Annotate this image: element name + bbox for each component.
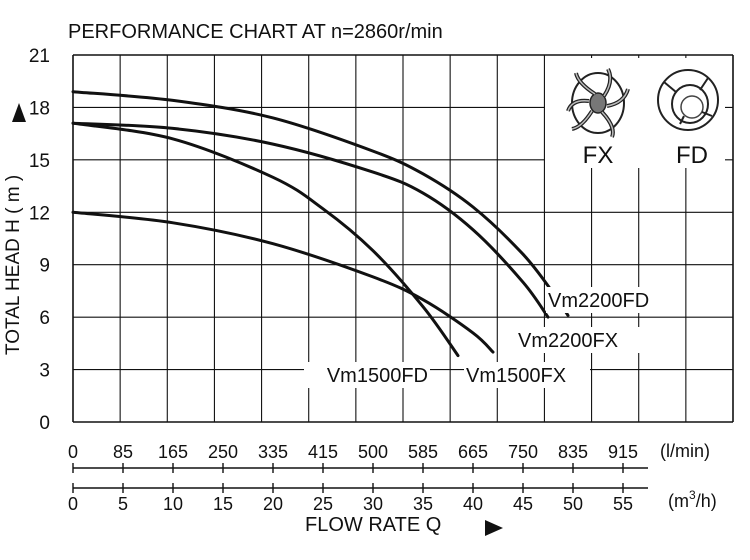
y-tick-label: 15 xyxy=(29,151,50,172)
x-tick-label-lmin: 85 xyxy=(113,442,133,462)
x-tick-label-lmin: 750 xyxy=(508,442,538,462)
x-tick-label-m3h: 10 xyxy=(163,494,183,514)
x-tick-label-m3h: 0 xyxy=(68,494,78,514)
impeller-legend-box: FX FD xyxy=(545,58,725,169)
x-tick-label-m3h: 15 xyxy=(213,494,233,514)
x-tick-label-m3h: 50 xyxy=(563,494,583,514)
y-axis-label: TOTAL HEAD H ( m ) xyxy=(3,175,24,355)
x-tick-label-lmin: 0 xyxy=(68,442,78,462)
curve-label-vm1500fd: Vm1500FD xyxy=(327,365,428,387)
curve-labels: Vm2200FD Vm2200FX Vm1500FD Vm1500FX xyxy=(304,287,672,388)
x-tick-label-lmin: 915 xyxy=(608,442,638,462)
y-tick-label: 18 xyxy=(29,98,50,119)
curve-vm2200fx xyxy=(71,121,550,319)
fd-label: FD xyxy=(676,142,708,169)
chart-title: PERFORMANCE CHART AT n=2860r/min xyxy=(68,21,443,43)
y-axis-arrow-icon xyxy=(12,103,26,122)
x-tick-label-m3h: 25 xyxy=(313,494,333,514)
x-axis-label: FLOW RATE Q xyxy=(305,514,441,536)
x-tick-label-lmin: 250 xyxy=(208,442,238,462)
fx-label: FX xyxy=(583,142,614,169)
x-tick-label-m3h: 40 xyxy=(463,494,483,514)
y-tick-label: 0 xyxy=(39,413,50,434)
y-axis-title: TOTAL HEAD H ( m ) xyxy=(3,103,26,355)
x-tick-label-m3h: 30 xyxy=(363,494,383,514)
curve-label-bg xyxy=(516,327,642,353)
x-tick-label-lmin: 500 xyxy=(358,442,388,462)
x-unit-m3h: (m3/h) xyxy=(668,488,717,511)
curve-label-vm2200fx: Vm2200FX xyxy=(518,330,618,352)
x-tick-label-lmin: 585 xyxy=(408,442,438,462)
y-tick-label: 12 xyxy=(29,203,50,224)
curve-label-bg xyxy=(464,362,590,388)
x-tick-label-m3h: 20 xyxy=(263,494,283,514)
x-tick-label-m3h: 35 xyxy=(413,494,433,514)
curve-vm1500fx xyxy=(71,210,495,354)
x-tick-label-m3h: 55 xyxy=(613,494,633,514)
curve-label-bg xyxy=(304,362,430,388)
fx-impeller-icon xyxy=(566,68,630,138)
x-unit-lmin: (l/min) xyxy=(660,441,710,461)
y-tick-label: 3 xyxy=(39,361,50,382)
x-tick-label-lmin: 835 xyxy=(558,442,588,462)
y-tick-labels: 0 3 6 9 12 15 18 21 xyxy=(29,46,50,434)
curve-label-vm2200fd: Vm2200FD xyxy=(548,290,649,312)
fd-impeller-icon xyxy=(657,69,719,131)
pump-curves xyxy=(71,90,570,358)
x-ticks-lmin: 0 85 165 250 335 415 500 585 665 750 835 915 xyxy=(68,442,638,473)
curve-label-vm1500fx: Vm1500FX xyxy=(466,365,566,387)
x-axis-arrow-icon xyxy=(485,520,503,536)
x-tick-label-lmin: 665 xyxy=(458,442,488,462)
curve-vm2200fd xyxy=(71,90,570,317)
x-tick-label-lmin: 335 xyxy=(258,442,288,462)
x-tick-label-m3h: 45 xyxy=(513,494,533,514)
x-tick-label-m3h: 5 xyxy=(118,494,128,514)
y-tick-label: 6 xyxy=(39,308,50,329)
curve-vm1500fd xyxy=(71,121,460,358)
curve-label-bg xyxy=(546,287,672,313)
x-ticks-m3h: 0 5 10 15 20 25 30 35 40 45 50 55 xyxy=(68,483,633,514)
x-tick-label-lmin: 415 xyxy=(308,442,338,462)
y-tick-label: 21 xyxy=(29,46,50,67)
x-tick-label-lmin: 165 xyxy=(158,442,188,462)
y-tick-label: 9 xyxy=(39,256,50,277)
